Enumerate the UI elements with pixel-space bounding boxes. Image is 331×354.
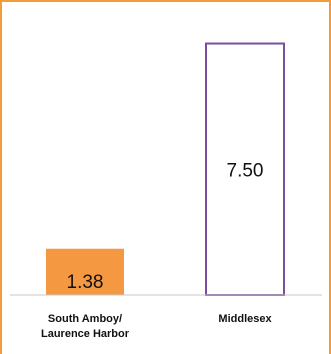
data-label: 1.38 [67,272,104,293]
data-label: 7.50 [227,160,264,181]
category-tick-label: South Amboy/ [48,313,122,325]
value-labels: 1.38 7.50 [67,160,264,293]
bars [46,42,285,296]
category-labels: South Amboy/Laurence Harbor Middlesex [41,313,272,340]
category-tick-label: Laurence Harbor [41,328,130,340]
bar-south-amboy-laurence-harbor [46,248,124,295]
bar-middlesex [205,42,285,296]
category-tick-label: Middlesex [218,313,272,325]
